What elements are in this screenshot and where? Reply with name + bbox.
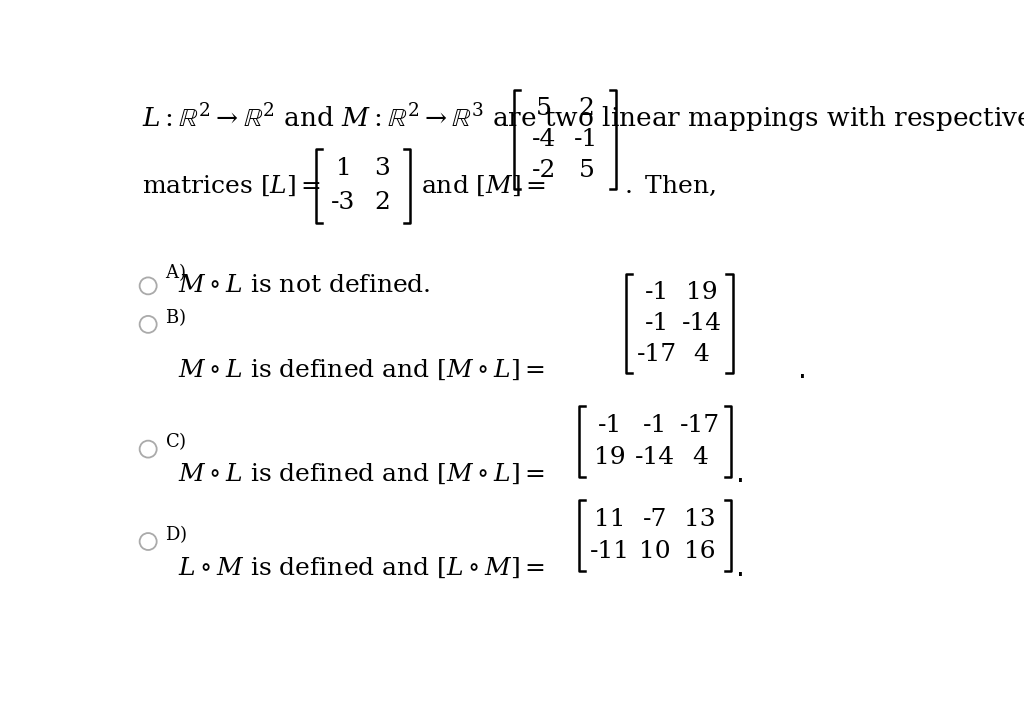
Text: -17: -17 [637, 343, 677, 366]
Text: -11: -11 [590, 540, 630, 563]
Text: $\mathrm{D)}$: $\mathrm{D)}$ [165, 523, 187, 545]
Text: $\mathit{L} : \mathbb{R}^2 \rightarrow \mathbb{R}^2$$\ \mathrm{and}\ $$\mathit{M: $\mathit{L} : \mathbb{R}^2 \rightarrow \… [142, 101, 1024, 135]
Text: 1: 1 [336, 157, 351, 181]
Text: $\mathrm{B)}$: $\mathrm{B)}$ [165, 306, 186, 328]
Text: -17: -17 [680, 413, 720, 437]
Text: $\mathrm{and}\ [\mathit{M}] =$: $\mathrm{and}\ [\mathit{M}] =$ [421, 174, 546, 198]
Text: -1: -1 [644, 312, 669, 335]
Text: $\mathit{M} \circ \mathit{L}\ \mathrm{is\ defined\ and}\ [\mathit{M} \circ \math: $\mathit{M} \circ \mathit{L}\ \mathrm{is… [178, 358, 546, 382]
Text: 10: 10 [639, 540, 671, 563]
Text: $\mathit{M} \circ \mathit{L}\ \mathrm{is\ defined\ and}\ [\mathit{M} \circ \math: $\mathit{M} \circ \mathit{L}\ \mathrm{is… [178, 461, 546, 486]
Text: -1: -1 [643, 413, 667, 437]
Text: -1: -1 [598, 413, 623, 437]
Text: $\mathrm{A)}$: $\mathrm{A)}$ [165, 261, 186, 283]
Text: 5: 5 [536, 97, 552, 120]
Text: -2: -2 [531, 159, 556, 182]
Text: -14: -14 [635, 446, 675, 469]
Text: 16: 16 [684, 540, 716, 563]
Text: -3: -3 [331, 191, 355, 214]
Text: 4: 4 [693, 343, 710, 366]
Text: -1: -1 [644, 281, 669, 304]
Text: 4: 4 [692, 446, 708, 469]
Text: 11: 11 [594, 508, 626, 531]
Text: $\mathit{L} \circ \mathit{M}\ \mathrm{is\ defined\ and}\ [\mathit{L} \circ \math: $\mathit{L} \circ \mathit{M}\ \mathrm{is… [178, 555, 546, 580]
Text: -7: -7 [643, 508, 668, 531]
Text: 19: 19 [594, 446, 626, 469]
Text: $\mathit{M} \circ \mathit{L}\ \mathrm{is\ not\ defined.}$: $\mathit{M} \circ \mathit{L}\ \mathrm{is… [178, 274, 431, 297]
Text: $\mathrm{. \ Then,}$: $\mathrm{. \ Then,}$ [624, 174, 716, 198]
Text: 3: 3 [374, 157, 390, 181]
Text: $\mathrm{C)}$: $\mathrm{C)}$ [165, 431, 186, 453]
Text: .: . [735, 460, 744, 488]
Text: .: . [735, 553, 744, 582]
Text: -14: -14 [681, 312, 722, 335]
Text: $\mathrm{matrices}\ [\mathit{L}] =$: $\mathrm{matrices}\ [\mathit{L}] =$ [142, 174, 322, 198]
Text: 5: 5 [579, 159, 594, 182]
Text: 13: 13 [684, 508, 716, 531]
Text: .: . [799, 356, 807, 384]
Text: 2: 2 [579, 97, 594, 120]
Text: -4: -4 [531, 128, 556, 151]
Text: 19: 19 [686, 281, 718, 304]
Text: 2: 2 [374, 191, 390, 214]
Text: -1: -1 [574, 128, 599, 151]
